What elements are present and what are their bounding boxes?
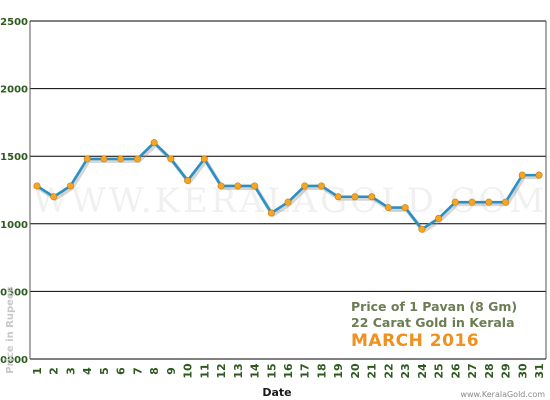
data-point [83,155,91,163]
data-point [518,171,526,179]
x-tick-label: 23 [399,363,412,378]
x-tick-label: 25 [433,363,446,378]
data-point [184,177,192,185]
data-point [150,139,158,147]
data-point [133,155,141,163]
x-tick-label: 5 [98,367,111,375]
y-tick-label: 22000 [0,85,28,96]
x-tick-label: 17 [299,363,312,378]
x-tick-label: 20 [349,363,362,379]
data-point [284,198,292,206]
x-tick-label: 28 [483,363,496,378]
x-tick-label: 24 [416,363,429,379]
data-point [301,182,309,190]
data-point [368,193,376,201]
data-point [418,225,426,233]
y-axis-label: Price in Rupees [5,286,16,373]
x-tick-label: 31 [533,363,546,378]
data-point [66,182,74,190]
x-tick-label: 3 [64,367,77,375]
data-point [100,155,108,163]
x-tick-label: 15 [265,363,278,378]
y-tick-label: 21000 [0,220,28,231]
data-point [401,204,409,212]
x-tick-label: 9 [165,367,178,375]
x-tick-label: 16 [282,363,295,379]
data-point [384,204,392,212]
x-tick-label: 18 [315,363,328,378]
x-tick-label: 26 [449,363,462,379]
x-tick-label: 1 [31,367,44,375]
x-tick-label: 11 [198,363,211,378]
data-point [167,155,175,163]
x-tick-label: 6 [115,367,128,375]
x-tick-label: 8 [148,367,161,375]
data-point [117,155,125,163]
data-point [317,182,325,190]
data-point [351,193,359,201]
data-point [200,155,208,163]
x-tick-label: 30 [516,363,529,379]
x-tick-label: 22 [382,363,395,378]
data-point [334,193,342,201]
x-axis-ticks: 1 2 3 4 5 6 7 8 9 10 11 12 13 14 15 16 17 18 19 20 21 22 23 24 2… [31,363,546,379]
info-month: MARCH 2016 [351,331,479,351]
x-tick-label: 29 [500,363,513,378]
data-point [451,198,459,206]
data-point [234,182,242,190]
data-point [485,198,493,206]
info-line-2: 22 Carat Gold in Kerala [351,315,515,330]
data-point [50,193,58,201]
x-tick-label: 4 [81,367,94,375]
data-point [251,182,259,190]
x-tick-label: 7 [131,367,144,375]
data-point [468,198,476,206]
site-credit: www.KeralaGold.com [460,390,545,399]
y-tick-label: 22500 [0,17,28,28]
data-point [217,182,225,190]
data-point [267,209,275,217]
x-tick-label: 2 [48,367,61,375]
grid-lines [29,20,547,360]
data-point [33,182,41,190]
data-point [435,214,443,222]
info-line-1: Price of 1 Pavan (8 Gm) [351,299,517,314]
y-tick-label: 20000 [0,355,28,366]
x-tick-label: 19 [332,363,345,378]
x-tick-label: 21 [366,363,379,378]
info-box: Price of 1 Pavan (8 Gm) 22 Carat Gold in… [351,299,517,351]
data-point [535,171,543,179]
y-tick-label: 20500 [0,287,28,298]
x-tick-label: 14 [249,363,262,379]
x-axis-label: Date [262,386,291,399]
y-tick-label: 21500 [0,152,28,163]
x-tick-label: 10 [182,363,195,379]
series-group [33,139,543,234]
x-tick-label: 12 [215,363,228,378]
x-tick-label: 13 [232,363,245,378]
x-tick-label: 27 [466,363,479,378]
data-point [502,198,510,206]
y-axis-ticks: 20000 20500 21000 21500 22000 22500 [0,17,28,366]
